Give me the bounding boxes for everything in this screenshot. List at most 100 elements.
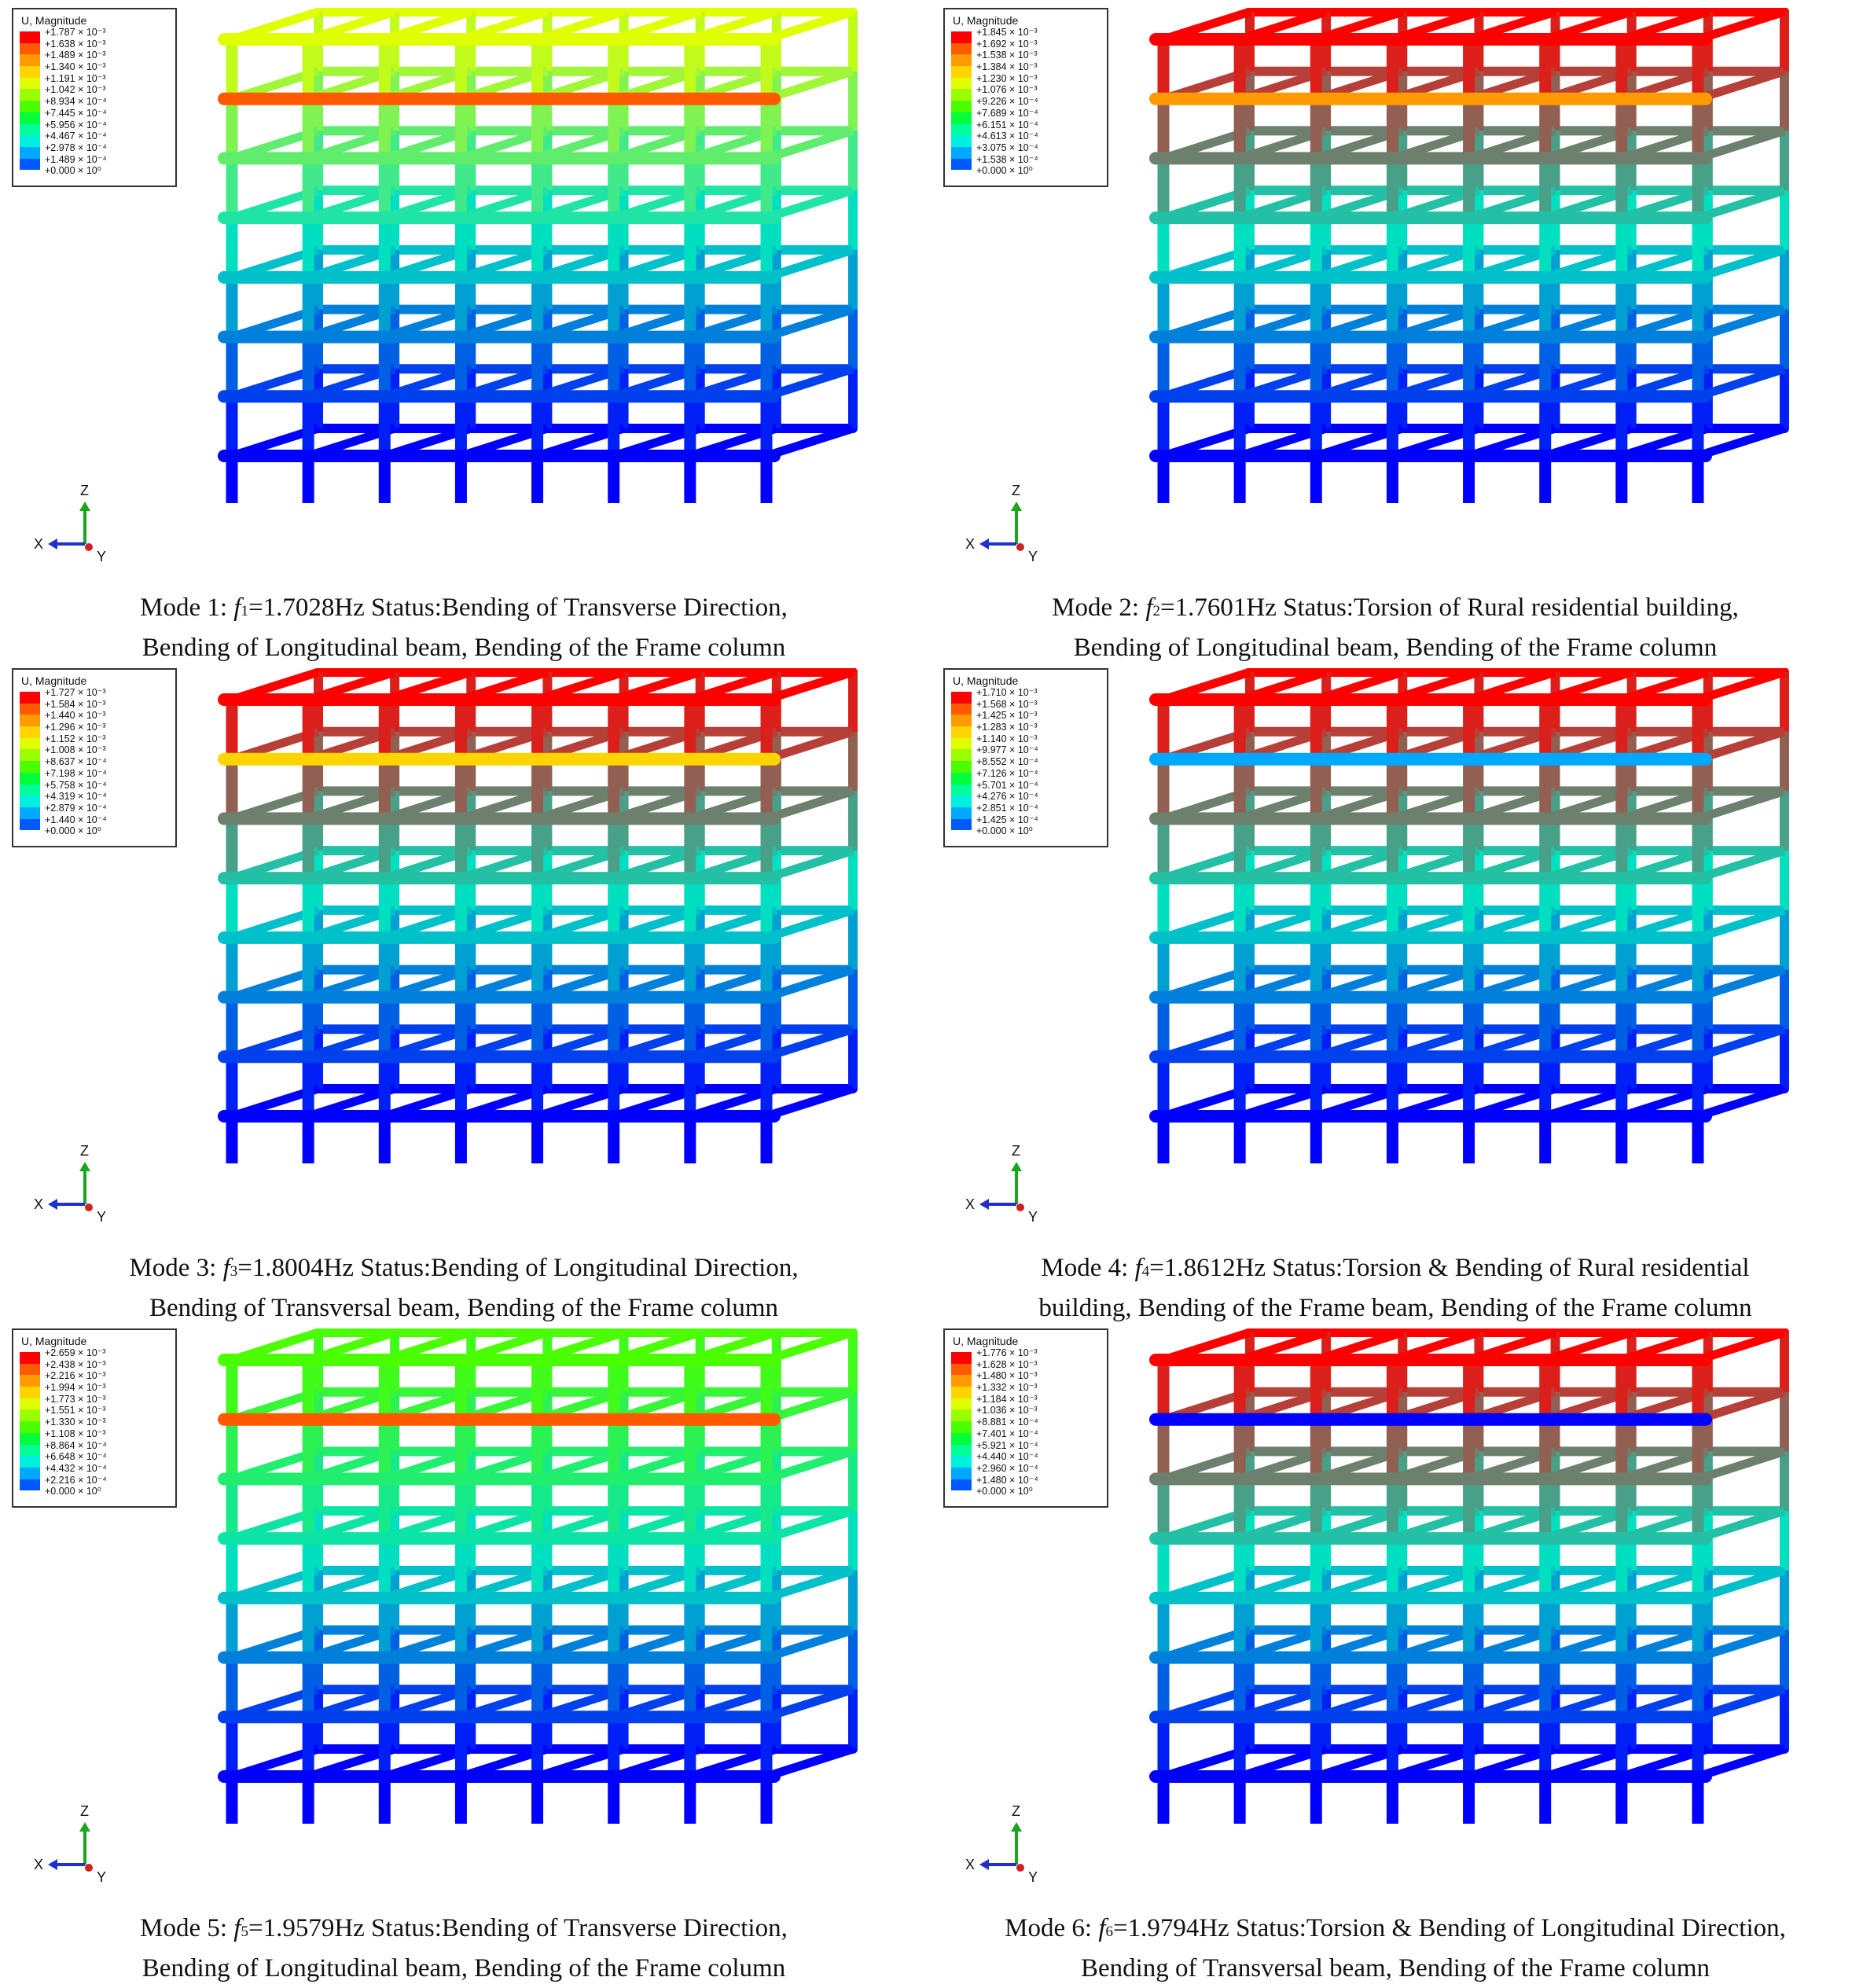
legend-color-swatch: [20, 726, 40, 738]
z-axis-label: Z: [1012, 1803, 1020, 1819]
z-arrow-head: [1011, 502, 1022, 511]
legend-value: +0.000 × 10⁰: [976, 825, 1033, 837]
legend-color-swatch: [20, 703, 40, 715]
legend-color-swatch: [951, 737, 972, 750]
legend-color-bar: [20, 1352, 40, 1491]
legend-value: +4.613 × 10⁻⁴: [976, 130, 1038, 142]
x-axis-label: X: [965, 536, 976, 552]
legend-color-swatch: [20, 784, 40, 796]
x-arrow-head: [979, 1859, 989, 1870]
displacement-legend: U, Magnitude +1.787 × 10⁻³ +1.638 × 10⁻³ +1…: [12, 8, 177, 187]
building-frame-model: [1149, 668, 1789, 1163]
x-arrow-head: [48, 1859, 57, 1870]
legend-value: +5.701 × 10⁻⁴: [976, 779, 1038, 791]
mode-label: Mode 1:: [140, 593, 234, 622]
legend-color-swatch: [951, 89, 972, 101]
transverse-beam: [1696, 1506, 1786, 1543]
building-frame-model: [218, 8, 858, 503]
transverse-beam: [765, 965, 854, 1001]
legend-color-swatch: [951, 31, 972, 43]
legend-color-swatch: [20, 1479, 40, 1491]
transverse-beam: [765, 1387, 854, 1424]
transverse-beam: [1696, 1387, 1786, 1424]
mode-panel-1: U, Magnitude +1.787 × 10⁻³ +1.638 × 10⁻³ +1…: [12, 8, 916, 664]
legend-value: +1.538 × 10⁻³: [976, 50, 1038, 61]
y-axis-dot: [85, 1864, 93, 1872]
y-axis-dot: [1016, 1864, 1024, 1872]
frequency-symbol: f6: [1098, 1914, 1113, 1942]
legend-value: +1.008 × 10⁻³: [45, 744, 106, 756]
legend-color-swatch: [951, 101, 972, 112]
caption-line-2: Bending of Longitudinal beam, Bending of…: [141, 1954, 786, 1982]
legend-value: +1.489 × 10⁻³: [45, 50, 106, 61]
legend-value: +8.637 × 10⁻⁴: [45, 756, 107, 768]
legend-value: +1.042 × 10⁻³: [45, 84, 106, 96]
transverse-beam: [1696, 1626, 1786, 1662]
transverse-beam: [765, 1328, 854, 1365]
frequency-subscript: 4: [1141, 1263, 1150, 1280]
transverse-beam: [765, 1084, 854, 1121]
legend-value: +1.994 × 10⁻³: [45, 1382, 106, 1394]
legend-value: +6.151 × 10⁻⁴: [976, 119, 1038, 130]
caption-line-2: building, Bending of the Frame beam, Ben…: [1038, 1294, 1752, 1322]
legend-value: +5.758 × 10⁻⁴: [45, 779, 107, 791]
legend-color-swatch: [20, 807, 40, 819]
transverse-beam: [765, 1566, 854, 1603]
transverse-beam: [765, 127, 854, 163]
legend-value: +8.552 × 10⁻⁴: [976, 756, 1038, 768]
legend-value: +1.440 × 10⁻⁴: [45, 814, 107, 825]
mode-caption: Mode 2: f2=1.7601Hz Status:Torsion of Ru…: [943, 590, 1847, 666]
frequency-symbol: f3: [222, 1254, 238, 1282]
legend-values: +1.727 × 10⁻³ +1.584 × 10⁻³ +1.440 × 10⁻³ +…: [45, 687, 107, 837]
legend-title: U, Magnitude: [21, 1335, 87, 1347]
coordinate-triad: Z X Y: [34, 483, 128, 566]
transverse-beam: [1696, 8, 1786, 44]
legend-value: +1.727 × 10⁻³: [45, 687, 106, 698]
legend-color-swatch: [951, 135, 972, 147]
transverse-beam: [765, 668, 854, 704]
legend-color-swatch: [20, 1432, 40, 1445]
legend-value: +1.773 × 10⁻³: [45, 1393, 106, 1405]
transverse-beam: [1696, 727, 1786, 763]
legend-value: +3.075 × 10⁻⁴: [976, 141, 1038, 153]
legend-color-swatch: [951, 1363, 972, 1376]
legend-color-swatch: [20, 66, 40, 78]
transverse-beam: [765, 1685, 854, 1722]
legend-color-swatch: [20, 123, 40, 136]
legend-color-swatch: [951, 158, 972, 171]
legend-color-swatch: [20, 1398, 40, 1410]
legend-color-swatch: [20, 715, 40, 727]
legend-color-swatch: [20, 1467, 40, 1479]
legend-value: +1.692 × 10⁻³: [976, 38, 1038, 50]
y-axis-label: Y: [97, 1869, 107, 1885]
z-axis-label: Z: [1012, 483, 1020, 498]
legend-title: U, Magnitude: [953, 1335, 1019, 1347]
legend-color-swatch: [20, 89, 40, 101]
legend-value: +5.956 × 10⁻⁴: [45, 119, 107, 130]
legend-color-swatch: [951, 1444, 972, 1457]
z-arrow-head: [79, 1162, 90, 1171]
legend-value: +2.978 × 10⁻⁴: [45, 141, 107, 153]
legend-value: +1.425 × 10⁻³: [976, 710, 1038, 722]
building-frame-model: [218, 668, 858, 1163]
legend-color-swatch: [951, 772, 972, 785]
legend-color-swatch: [20, 692, 40, 704]
mode-label: Mode 4:: [1041, 1254, 1135, 1282]
legend-value: +1.538 × 10⁻⁴: [976, 153, 1038, 165]
legend-value: +2.438 × 10⁻³: [45, 1358, 106, 1370]
caption-line-1: Mode 2: f2=1.7601Hz Status:Torsion of Ru…: [943, 590, 1847, 630]
frequency-subscript: 3: [230, 1263, 238, 1280]
legend-color-swatch: [951, 784, 972, 796]
legend-value: +2.216 × 10⁻³: [45, 1370, 106, 1382]
x-arrow-head: [979, 538, 989, 549]
transverse-beam: [1696, 186, 1786, 222]
legend-color-bar: [20, 31, 40, 171]
legend-color-swatch: [951, 807, 972, 819]
mode-panel-5: U, Magnitude +2.659 × 10⁻³ +2.438 × 10⁻³ +2…: [12, 1328, 916, 1985]
legend-value: +1.489 × 10⁻⁴: [45, 153, 107, 165]
legend-value: +1.332 × 10⁻³: [976, 1382, 1038, 1394]
legend-color-swatch: [20, 112, 40, 124]
displacement-legend: U, Magnitude +1.845 × 10⁻³ +1.692 × 10⁻³ +1…: [943, 8, 1108, 187]
legend-value: +2.659 × 10⁻³: [45, 1347, 106, 1358]
frequency-and-status: =1.7028Hz Status:Bending of Transverse D…: [248, 593, 788, 622]
